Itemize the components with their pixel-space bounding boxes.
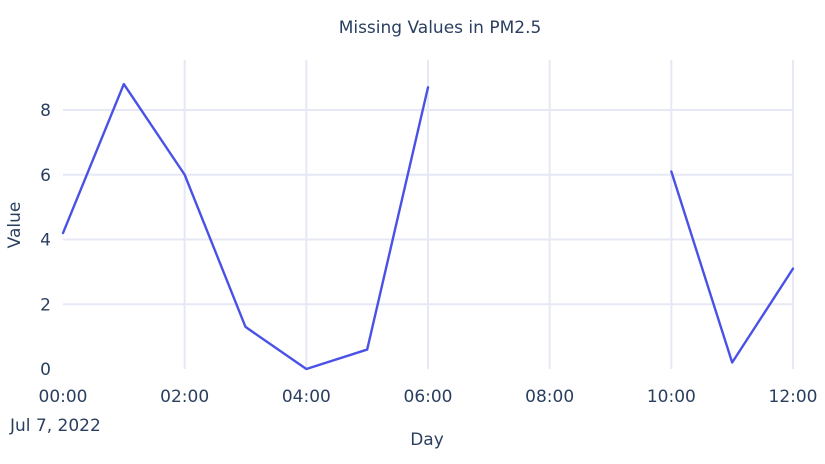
x-tick-label: 12:00 [769,387,818,407]
x-tick-label: 00:00 [39,387,88,407]
series-line-segment [61,82,430,371]
x-axis-label: Day [410,430,444,450]
y-axis-label: Value [5,202,25,249]
y-axis-ticks: 0 2 4 6 8 [40,101,51,380]
y-tick-label: 4 [40,231,51,251]
x-tick-label: 04:00 [282,387,331,407]
x-tick-label: 02:00 [160,387,209,407]
y-tick-label: 0 [40,360,51,380]
x-tick-label: 08:00 [525,387,574,407]
x-axis-ticks: 00:00 02:00 04:00 06:00 08:00 10:00 12:00 [39,387,818,407]
series-line-segment [670,170,795,364]
chart-title: Missing Values in PM2.5 [339,18,542,38]
y-tick-label: 2 [40,295,51,315]
x-tick-label: 06:00 [404,387,453,407]
y-tick-label: 6 [40,166,51,186]
x-gridlines [183,60,794,369]
x-tick-label: 10:00 [647,387,696,407]
date-label: Jul 7, 2022 [9,416,101,436]
y-tick-label: 8 [40,101,51,121]
series-group [61,82,795,371]
